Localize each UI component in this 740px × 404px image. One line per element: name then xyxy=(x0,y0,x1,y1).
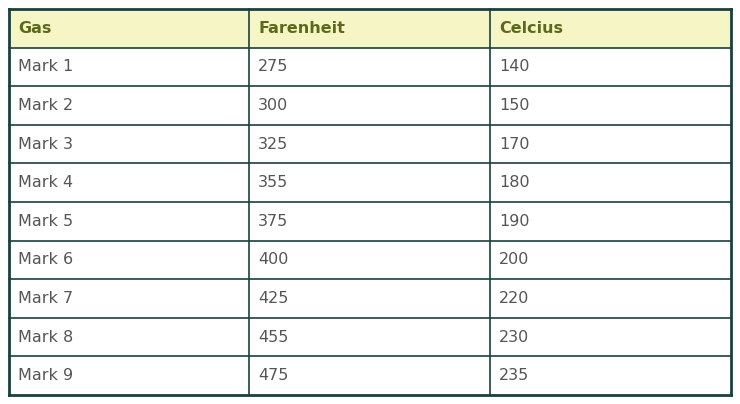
Bar xyxy=(9,9,731,48)
Bar xyxy=(9,241,731,279)
Text: Mark 2: Mark 2 xyxy=(18,98,73,113)
Text: Gas: Gas xyxy=(18,21,51,36)
Text: 220: 220 xyxy=(499,291,529,306)
Bar xyxy=(9,318,731,356)
Text: 455: 455 xyxy=(258,330,289,345)
Text: 190: 190 xyxy=(499,214,529,229)
Text: Mark 4: Mark 4 xyxy=(18,175,73,190)
Text: Mark 5: Mark 5 xyxy=(18,214,73,229)
Bar xyxy=(9,356,731,395)
Text: 475: 475 xyxy=(258,368,289,383)
Text: Farenheit: Farenheit xyxy=(258,21,345,36)
Bar xyxy=(9,279,731,318)
Bar xyxy=(9,163,731,202)
Text: 355: 355 xyxy=(258,175,289,190)
Text: 400: 400 xyxy=(258,252,289,267)
Text: Mark 3: Mark 3 xyxy=(18,137,73,152)
Bar xyxy=(9,125,731,163)
Text: Celcius: Celcius xyxy=(499,21,563,36)
Text: 150: 150 xyxy=(499,98,529,113)
Text: 180: 180 xyxy=(499,175,529,190)
Text: Mark 8: Mark 8 xyxy=(18,330,73,345)
Text: 140: 140 xyxy=(499,59,529,74)
Bar xyxy=(9,86,731,125)
Text: 170: 170 xyxy=(499,137,529,152)
Bar xyxy=(9,48,731,86)
Text: 230: 230 xyxy=(499,330,529,345)
Text: 375: 375 xyxy=(258,214,289,229)
Text: Mark 6: Mark 6 xyxy=(18,252,73,267)
Text: 200: 200 xyxy=(499,252,529,267)
Text: 275: 275 xyxy=(258,59,289,74)
Text: Mark 1: Mark 1 xyxy=(18,59,73,74)
Text: 235: 235 xyxy=(499,368,529,383)
Text: 425: 425 xyxy=(258,291,289,306)
Text: 325: 325 xyxy=(258,137,289,152)
Text: Mark 9: Mark 9 xyxy=(18,368,73,383)
Text: Mark 7: Mark 7 xyxy=(18,291,73,306)
Text: 300: 300 xyxy=(258,98,289,113)
Bar xyxy=(9,202,731,241)
